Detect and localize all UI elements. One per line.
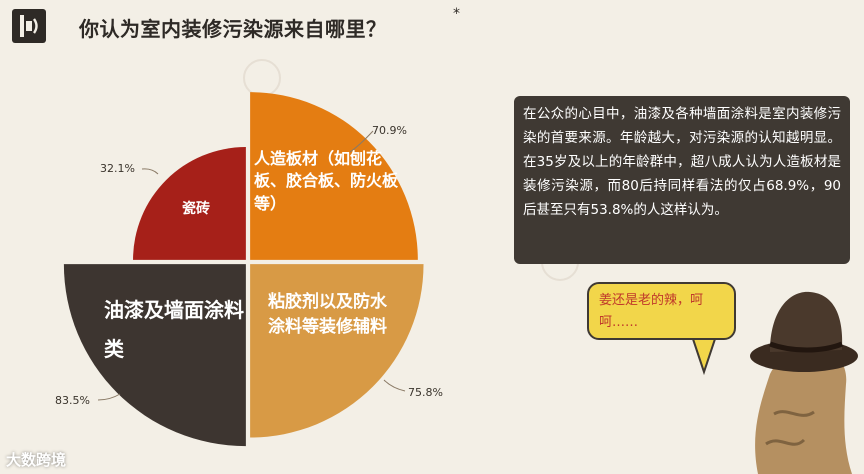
value-label-paint: 83.5%: [55, 394, 90, 407]
speech-bubble: 姜还是老的辣，呵呵……: [587, 282, 736, 340]
label-paint: 油漆及墙面涂料类: [104, 298, 244, 361]
value-label-board: 70.9%: [372, 124, 407, 137]
label-adhesive: 粘胶剂以及防水涂料等装修辅料: [268, 292, 387, 337]
page-title: 你认为室内装修污染源来自哪里？: [79, 17, 387, 41]
footer-logo: 大数跨境: [6, 451, 67, 469]
pie-slice-1: [133, 147, 246, 260]
speaker-icon: [12, 9, 46, 43]
value-label-adhesive: 75.8%: [408, 386, 443, 399]
value-label-ceramic: 32.1%: [100, 162, 135, 175]
leader-lines: [97, 130, 406, 401]
note-box: 在公众的心目中，油漆及各种墙面涂料是室内装修污染的首要来源。年龄越大，对污染源的…: [514, 96, 850, 264]
label-ceramic: 瓷砖: [182, 201, 210, 217]
title-asterisk: *: [453, 6, 460, 22]
pie-slice-2: [63, 264, 246, 447]
pie-slice-0: [250, 92, 418, 260]
label-board: 人造板材（如刨花板、胶合板、防火板等）: [254, 149, 399, 213]
pie-slice-3: [250, 264, 424, 438]
stump-image: [750, 291, 858, 474]
